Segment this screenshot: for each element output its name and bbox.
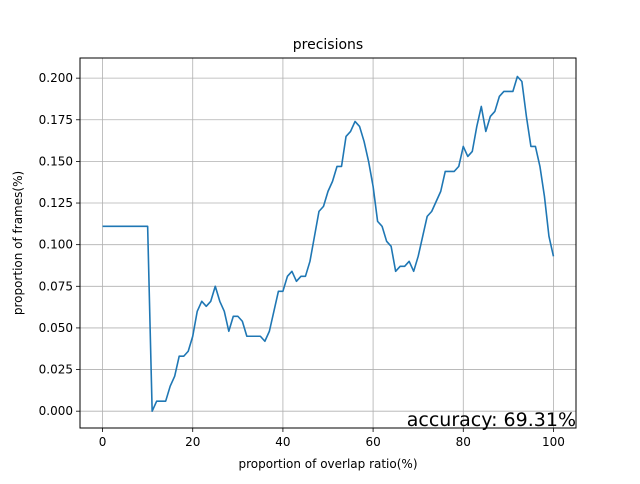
accuracy-annotation: accuracy: 69.31%	[407, 409, 576, 431]
y-tick-label: 0.200	[39, 71, 73, 85]
x-axis-label: proportion of overlap ratio(%)	[238, 457, 417, 471]
y-axis: 0.000 0.025 0.050 0.075 0.100 0.125 0.150 0.175…	[39, 71, 80, 418]
y-tick-label: 0.150	[39, 154, 73, 168]
y-tick-label: 0.000	[39, 404, 73, 418]
y-tick-label: 0.100	[39, 238, 73, 252]
x-tick-label: 20	[185, 435, 200, 449]
x-tick-label: 0	[99, 435, 107, 449]
y-tick-label: 0.025	[39, 363, 73, 377]
precision-series-line	[102, 75, 555, 412]
x-tick-label: 60	[365, 435, 380, 449]
x-axis: 0 20 40 60 80 100	[99, 428, 565, 449]
y-axis-label: proportion of frames(%)	[11, 171, 25, 315]
y-tick-label: 0.050	[39, 321, 73, 335]
x-tick-label: 80	[456, 435, 471, 449]
grid-lines	[80, 58, 576, 428]
x-tick-label: 40	[275, 435, 290, 449]
chart-title: precisions	[293, 37, 363, 53]
y-tick-label: 0.075	[39, 279, 73, 293]
plot-frame	[79, 57, 577, 429]
series-group	[102, 75, 555, 412]
y-tick-label: 0.175	[39, 113, 73, 127]
y-tick-label: 0.125	[39, 196, 73, 210]
x-tick-label: 100	[542, 435, 565, 449]
